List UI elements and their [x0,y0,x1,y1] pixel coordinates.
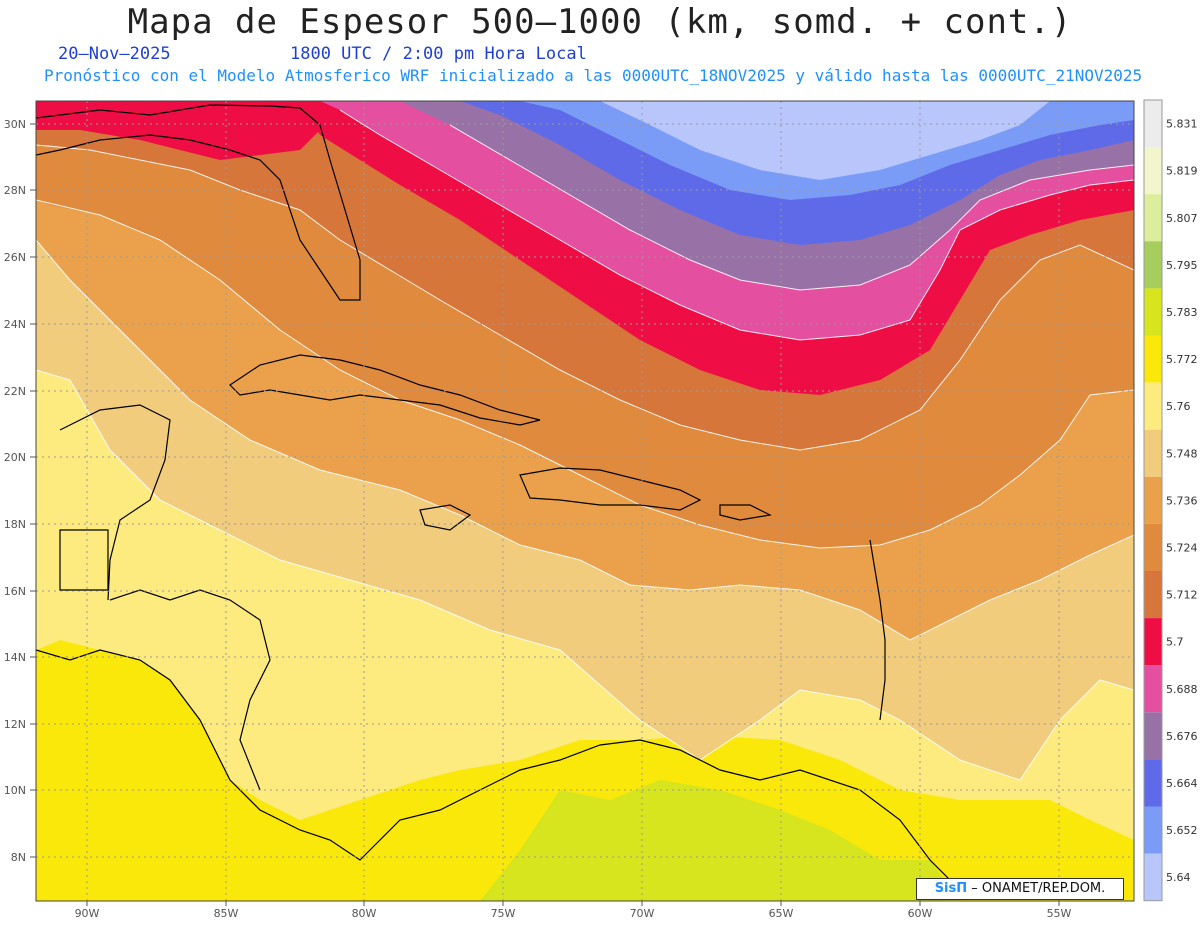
colorbar-swatch [1144,194,1162,242]
lon-label: 80W [352,907,377,920]
colorbar-swatch [1144,523,1162,571]
lat-ticks [30,123,36,858]
colorbar-swatch [1144,288,1162,336]
colorbar-label: 5.652 [1166,824,1198,837]
map-title: Mapa de Espesor 500–1000 (km, somd. + co… [127,2,1073,42]
lon-label: 90W [75,907,100,920]
lat-label: 30N [4,118,26,131]
lon-label: 85W [214,907,239,920]
colorbar-swatch [1144,335,1162,383]
colorbar-label: 5.64 [1166,871,1191,884]
forecast-time: 1800 UTC / 2:00 pm Hora Local [290,44,587,64]
colorbar-label: 5.724 [1166,541,1198,554]
lat-label: 22N [4,385,26,398]
colorbar-swatch [1144,759,1162,807]
lat-label: 8N [11,851,26,864]
lat-label: 16N [4,585,26,598]
lat-label: 10N [4,784,26,797]
lon-label: 75W [491,907,516,920]
colorbar-label: 5.712 [1166,589,1198,602]
credit-box: SisΠ – ONAMET/REP.DOM. [916,878,1124,900]
lat-label: 12N [4,718,26,731]
colorbar-swatch [1144,100,1162,148]
colorbar-swatch [1144,147,1162,195]
forecast-date: 20–Nov–2025 [58,44,171,64]
lon-label: 65W [769,907,794,920]
lat-label: 26N [4,251,26,264]
coastlines [36,104,961,891]
colorbar-swatch [1144,571,1162,619]
lat-label: 20N [4,451,26,464]
sispi-logo-text: SisΠ [934,881,968,896]
lon-axis: 90W 85W 80W 75W 70W 65W 60W 55W [75,907,1072,920]
colorbar-label: 5.676 [1166,730,1198,743]
lon-label: 70W [630,907,655,920]
colorbar-label: 5.819 [1166,165,1198,178]
colorbar-swatch [1144,476,1162,524]
lon-label: 60W [908,907,933,920]
colorbar-label: 5.688 [1166,683,1198,696]
lat-label: 18N [4,518,26,531]
colorbar: 5.831 5.819 5.807 5.795 5.783 5.772 5.76 5.748 5… [1143,99,1198,902]
colorbar-frame [1143,99,1163,902]
colorbar-label: 5.664 [1166,777,1198,790]
colorbar-label: 5.807 [1166,212,1198,225]
colorbar-label: 5.772 [1166,353,1198,366]
colorbar-swatch [1144,382,1162,430]
shaded-thickness [36,101,1134,901]
colorbar-label: 5.76 [1166,400,1191,413]
lat-axis: 30N 28N 26N 24N 22N 20N 18N 16N 14N 12N … [4,118,26,864]
colorbar-label: 5.795 [1166,259,1198,272]
lat-label: 28N [4,184,26,197]
map-frame [35,100,1135,902]
colorbar-label: 5.783 [1166,306,1198,319]
model-info-line: Pronóstico con el Modelo Atmosferico WRF… [44,66,1143,85]
lat-label: 14N [4,651,26,664]
lat-label: 24N [4,318,26,331]
colorbar-label: 5.831 [1166,118,1198,131]
colorbar-label: 5.7 [1166,636,1184,649]
graticule [36,101,1134,901]
colorbar-swatch [1144,853,1162,901]
colorbar-swatch [1144,806,1162,854]
colorbar-swatch [1144,618,1162,666]
lon-label: 55W [1047,907,1072,920]
colorbar-swatch [1144,429,1162,477]
credit-text: – ONAMET/REP.DOM. [971,881,1106,896]
colorbar-swatch [1144,712,1162,760]
lon-ticks [86,901,1060,906]
colorbar-swatch [1144,665,1162,713]
colorbar-label: 5.736 [1166,494,1198,507]
colorbar-swatch [1144,241,1162,289]
colorbar-label: 5.748 [1166,447,1198,460]
